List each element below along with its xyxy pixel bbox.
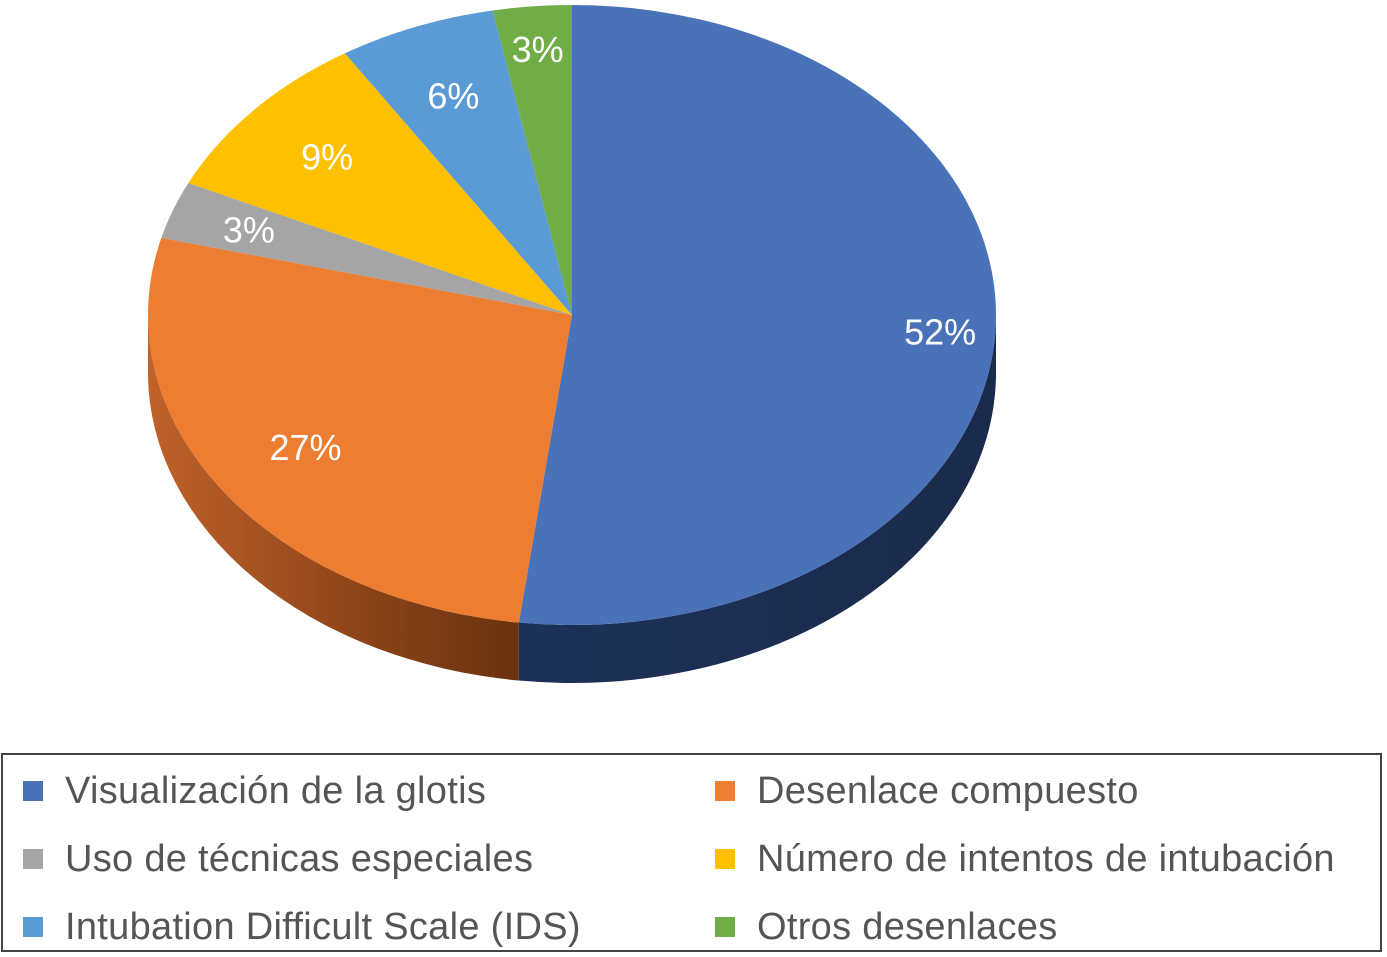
legend-swatch-orange xyxy=(715,781,735,801)
legend-item-otros: Otros desenlaces xyxy=(715,905,1058,948)
data-label-uso-de-tecnicas-especiales: 3% xyxy=(223,209,275,250)
pie-side-visualizacion-de-la-glotis xyxy=(518,315,996,683)
legend-label: Intubation Difficult Scale (IDS) xyxy=(65,905,581,948)
data-label-desenlace-compuesto: 27% xyxy=(269,427,341,468)
legend-swatch-lightblue xyxy=(23,917,43,937)
legend-swatch-green xyxy=(715,917,735,937)
pie-slice-intubation-difficult-scale-ids xyxy=(344,10,572,315)
legend: Visualización de la glotis Desenlace com… xyxy=(1,753,1382,952)
pie-slices xyxy=(148,5,997,626)
data-label-visualizacion-de-la-glotis: 52% xyxy=(904,311,976,352)
pie-side-walls xyxy=(148,315,996,683)
legend-item-desenlace-compuesto: Desenlace compuesto xyxy=(715,769,1139,812)
data-label-intubation-difficult-scale-ids: 6% xyxy=(427,75,479,116)
legend-item-visualizacion: Visualización de la glotis xyxy=(23,769,487,812)
legend-swatch-gray xyxy=(23,849,43,869)
pie-side-desenlace-compuesto xyxy=(148,315,519,681)
legend-item-tecnicas-especiales: Uso de técnicas especiales xyxy=(23,837,534,880)
legend-label: Desenlace compuesto xyxy=(757,769,1139,812)
legend-swatch-yellow xyxy=(715,849,735,869)
legend-label: Uso de técnicas especiales xyxy=(65,837,534,880)
legend-label: Visualización de la glotis xyxy=(65,769,487,812)
legend-item-ids: Intubation Difficult Scale (IDS) xyxy=(23,905,581,948)
pie-chart: 52% 27% 3% 9% 6% 3% xyxy=(148,5,997,683)
pie-slice-desenlace-compuesto xyxy=(148,237,572,623)
pie-data-labels: 52% 27% 3% 9% 6% 3% xyxy=(223,29,976,468)
legend-item-intentos-intubacion: Número de intentos de intubación xyxy=(715,837,1335,880)
legend-swatch-blue xyxy=(23,781,43,801)
pie-slice-otros-desenlaces xyxy=(492,5,572,315)
pie-slice-visualizacion-de-la-glotis xyxy=(518,5,997,626)
data-label-numero-de-intentos-de-intubacion: 9% xyxy=(301,137,353,178)
pie-slice-numero-de-intentos-de-intubacion xyxy=(188,53,572,316)
data-label-otros-desenlaces: 3% xyxy=(512,29,564,70)
pie-slice-uso-de-tecnicas-especiales xyxy=(161,183,572,315)
legend-label: Otros desenlaces xyxy=(757,905,1058,948)
legend-label: Número de intentos de intubación xyxy=(757,837,1335,880)
